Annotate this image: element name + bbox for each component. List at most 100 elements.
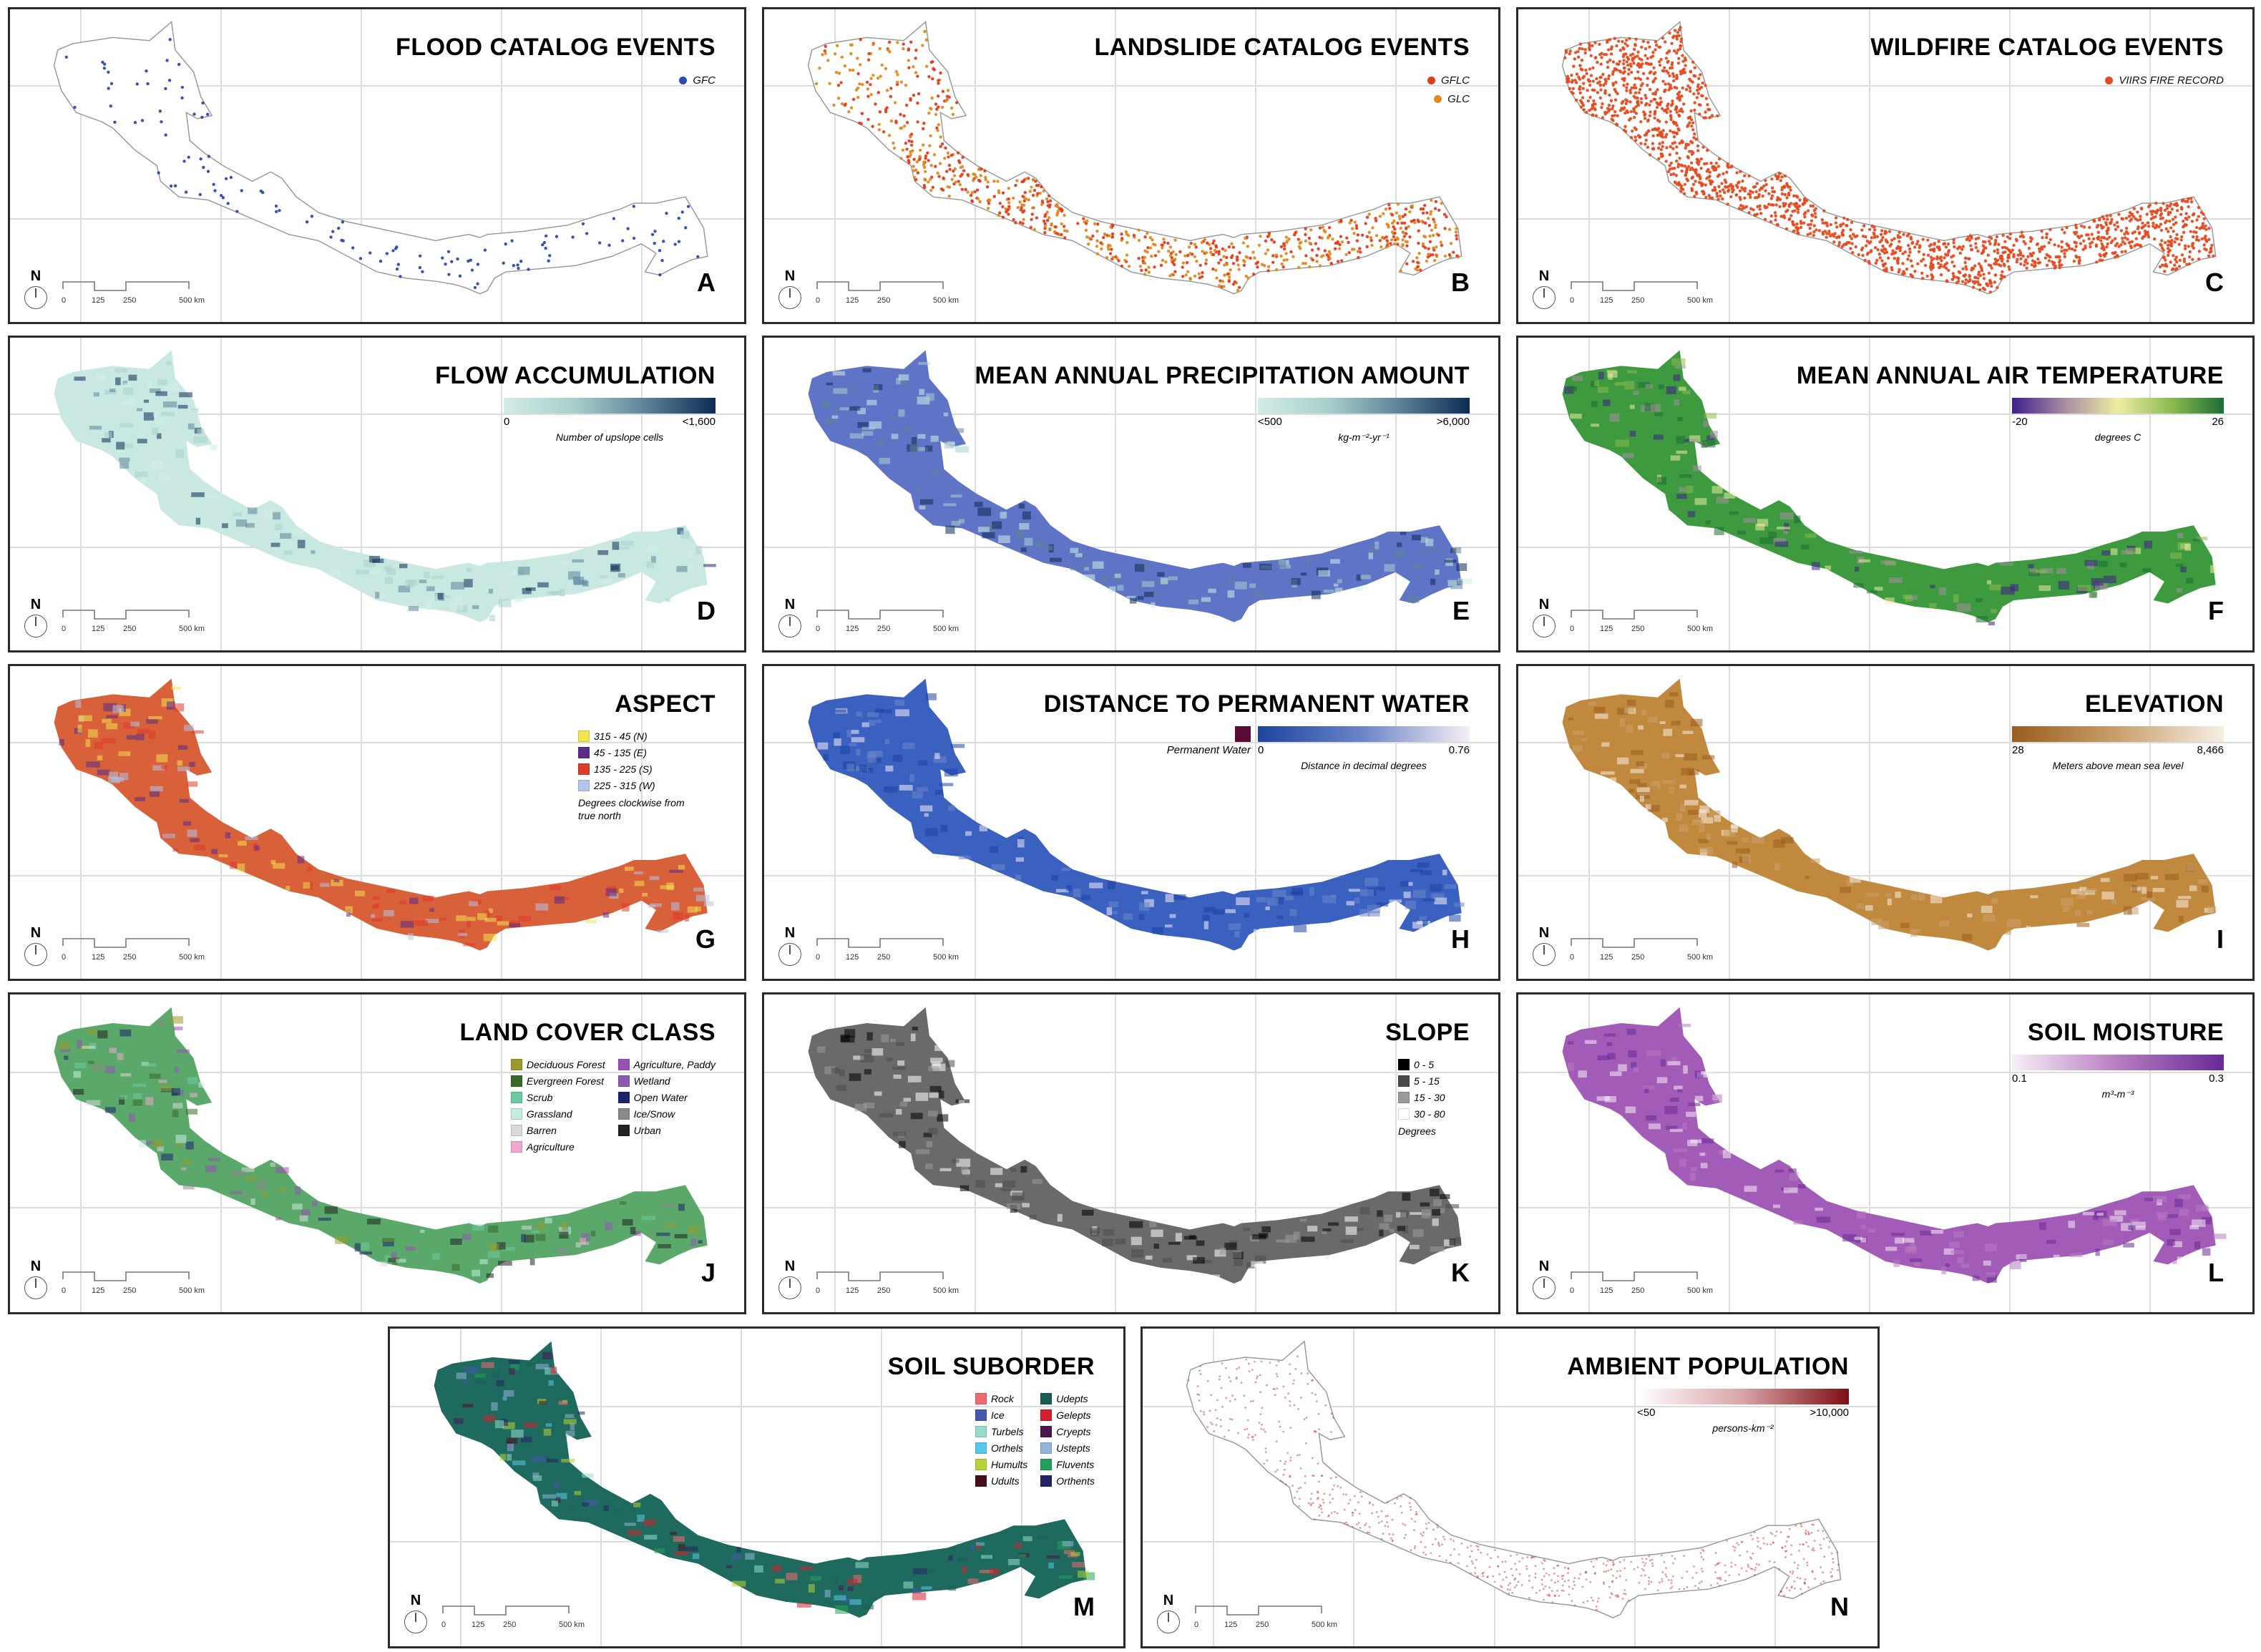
event-point <box>1330 1431 1332 1433</box>
event-point <box>331 230 335 233</box>
raster-cell <box>1169 914 1176 919</box>
event-point <box>896 41 899 44</box>
color-ramp-bar <box>1258 398 1470 414</box>
event-point <box>1399 226 1402 230</box>
event-point <box>680 210 684 214</box>
event-point <box>1789 202 1793 205</box>
raster-cell <box>1157 572 1165 577</box>
event-point <box>2192 230 2196 234</box>
event-point <box>1317 247 1320 250</box>
event-point <box>974 175 978 179</box>
graticule-line <box>834 666 836 979</box>
event-point <box>917 157 922 162</box>
event-point <box>1659 97 1662 100</box>
map-panel-a: FLOOD CATALOG EVENTS GFC N 0 125 250 500 km A <box>8 7 746 324</box>
event-point <box>1684 146 1687 150</box>
raster-cell <box>577 1411 585 1415</box>
event-point <box>1034 180 1037 183</box>
graticule-line <box>10 1072 744 1073</box>
raster-cell <box>1294 924 1307 933</box>
event-point <box>2177 265 2182 268</box>
raster-cell <box>898 409 905 417</box>
raster-cell <box>135 797 145 801</box>
legend-swatch <box>975 1475 987 1487</box>
raster-cell <box>1699 825 1705 832</box>
raster-cell <box>2114 1210 2126 1216</box>
raster-cell <box>892 754 903 762</box>
event-point <box>1325 253 1329 257</box>
raster-cell <box>1773 839 1785 848</box>
raster-cell <box>1675 754 1685 758</box>
raster-cell <box>187 781 198 787</box>
raster-cell <box>1967 913 1973 918</box>
raster-cell <box>951 520 961 526</box>
region-map <box>1186 1340 1842 1618</box>
raster-cell <box>876 719 882 723</box>
event-point <box>1618 1575 1621 1578</box>
event-point <box>1060 233 1063 237</box>
event-point <box>1783 1594 1785 1597</box>
event-point <box>1668 31 1671 35</box>
event-point <box>1699 157 1704 161</box>
event-point <box>1880 238 1884 243</box>
legend-item: 45 - 135 (E) <box>578 744 685 761</box>
event-point <box>158 109 162 113</box>
raster-cell <box>1256 896 1267 903</box>
event-point <box>2167 230 2170 233</box>
raster-cell <box>985 523 996 532</box>
graticule-line <box>10 1207 744 1208</box>
event-point <box>2159 213 2162 218</box>
event-point <box>1596 1608 1598 1611</box>
raster-cell <box>152 1139 163 1148</box>
event-point <box>1634 139 1638 142</box>
event-point <box>2020 230 2023 234</box>
event-point <box>1763 205 1767 208</box>
raster-cell <box>1719 1150 1725 1155</box>
event-point <box>1651 128 1654 132</box>
event-point <box>1603 112 1607 116</box>
legend-label: VIIRS FIRE RECORD <box>2119 74 2224 87</box>
raster-cell <box>1193 1257 1205 1264</box>
event-point <box>1577 75 1581 79</box>
event-point <box>2140 207 2144 211</box>
raster-cell <box>1568 386 1578 391</box>
raster-cell <box>1871 918 1882 926</box>
event-point <box>1618 70 1623 74</box>
event-point <box>1890 238 1894 242</box>
event-point <box>992 195 996 198</box>
event-point <box>2124 230 2129 234</box>
event-point <box>1834 221 1838 225</box>
raster-cell <box>1374 541 1379 549</box>
event-point <box>1714 166 1718 170</box>
event-point <box>1322 254 1325 258</box>
event-point <box>1884 238 1888 242</box>
event-point <box>1225 255 1229 260</box>
event-point <box>1850 242 1854 245</box>
event-point <box>1873 228 1877 232</box>
event-point <box>1331 238 1334 241</box>
raster-cell <box>1455 1237 1462 1244</box>
raster-cell <box>1420 1202 1430 1207</box>
raster-cell <box>1701 439 1716 448</box>
event-point <box>2165 207 2169 210</box>
raster-cell <box>1868 1228 1876 1233</box>
raster-cell <box>1941 1266 1947 1274</box>
event-point <box>1646 145 1650 150</box>
event-point <box>1420 1533 1422 1535</box>
legend-label: Fluvents <box>1056 1458 1095 1470</box>
legend-swatch <box>975 1458 987 1470</box>
raster-cell <box>884 738 889 745</box>
map-panel-g: ASPECT 315 - 45 (N) 45 - 135 (E) 135 - 225 … <box>8 664 746 981</box>
scale-bar: 0 125 250 500 km <box>816 936 959 964</box>
raster-cell <box>392 1257 398 1265</box>
event-point <box>996 180 1000 183</box>
event-point <box>1882 264 1885 268</box>
event-point <box>874 102 877 106</box>
raster-cell <box>834 1577 839 1584</box>
event-point <box>1348 221 1352 225</box>
graticule-line <box>834 994 836 1312</box>
event-point <box>2089 245 2092 249</box>
event-point <box>1055 213 1059 217</box>
raster-cell <box>311 550 316 554</box>
event-point <box>1993 280 1996 284</box>
